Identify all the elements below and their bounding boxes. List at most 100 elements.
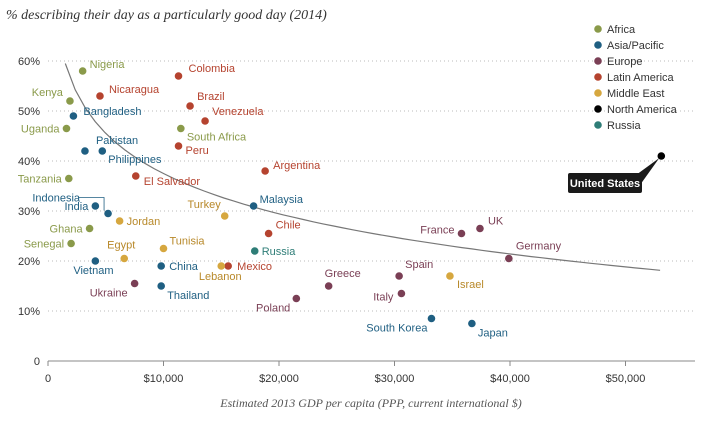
label-israel: Israel — [457, 279, 484, 291]
legend-marker-russia — [594, 121, 602, 129]
legend-marker-north-america — [594, 105, 602, 113]
point-kenya — [66, 97, 74, 105]
label-uganda: Uganda — [21, 124, 60, 136]
label-tanzania: Tanzania — [18, 174, 63, 186]
point-germany — [505, 254, 513, 263]
point-greece — [324, 282, 333, 290]
label-mexico: Mexico — [237, 261, 272, 273]
label-bangladesh: Bangladesh — [83, 106, 141, 118]
point-nicaragua — [96, 92, 104, 100]
point-uk — [476, 224, 484, 233]
label-philippines: Philippines — [108, 154, 162, 166]
x-tick-label: 0 — [45, 373, 51, 385]
label-argentina: Argentina — [273, 160, 321, 172]
legend-item-latin-america: Latin America — [607, 72, 675, 84]
point-philippines — [98, 147, 107, 155]
x-tick-label: $50,000 — [606, 373, 646, 385]
point-russia — [250, 247, 259, 255]
y-tick-label: 60% — [18, 56, 40, 68]
point-argentina — [261, 167, 269, 175]
leader-line — [78, 197, 105, 211]
point-colombia — [174, 72, 183, 80]
label-italy: Italy — [373, 292, 394, 304]
legend-marker-asia-pacific — [594, 41, 602, 49]
label-el-salvador: El Salvador — [144, 176, 201, 188]
label-indonesia: Indonesia — [32, 193, 81, 205]
y-tick-label: 50% — [18, 106, 40, 118]
label-vietnam: Vietnam — [73, 265, 113, 277]
label-peru: Peru — [186, 145, 209, 157]
data-points — [62, 67, 666, 328]
y-tick-label: 10% — [18, 306, 40, 318]
trend-line — [64, 63, 661, 271]
x-tick-label: $30,000 — [375, 373, 415, 385]
legend: Africa Asia/Pacific Europe Latin America Mid… — [594, 24, 678, 132]
point-japan — [468, 319, 476, 328]
legend-marker-europe — [594, 57, 602, 65]
point-senegal — [67, 239, 75, 248]
point-indonesia — [104, 209, 112, 218]
label-south-africa: South Africa — [187, 132, 247, 144]
point-nigeria — [78, 67, 87, 75]
point-uganda — [62, 124, 71, 133]
point-mexico — [224, 262, 232, 270]
label-turkey: Turkey — [187, 199, 221, 211]
point-peru — [174, 142, 183, 150]
legend-marker-latin-america — [594, 73, 602, 81]
point-italy — [397, 289, 406, 298]
point-chile — [264, 229, 273, 238]
label-germany: Germany — [516, 241, 562, 253]
label-chile: Chile — [276, 220, 301, 232]
label-spain: Spain — [405, 259, 433, 271]
legend-item-north-america: North America — [607, 104, 678, 116]
label-lebanon: Lebanon — [199, 271, 242, 283]
label-china: China — [169, 261, 199, 273]
y-tick-label: 40% — [18, 156, 40, 168]
x-tick-label: $40,000 — [490, 373, 530, 385]
callout-box — [568, 173, 642, 193]
point-united-states — [657, 152, 666, 160]
label-jordan: Jordan — [127, 216, 161, 228]
label-greece: Greece — [325, 268, 361, 280]
x-tick-label: $20,000 — [259, 373, 299, 385]
label-kenya: Kenya — [32, 87, 64, 99]
point-malaysia — [249, 202, 258, 210]
y-tick-label: 20% — [18, 256, 40, 268]
point-tunisia — [159, 244, 168, 253]
label-japan: Japan — [478, 328, 508, 340]
point-israel — [446, 272, 454, 280]
label-france: France — [420, 225, 454, 237]
point-ghana — [85, 224, 94, 233]
legend-item-russia: Russia — [607, 120, 642, 132]
label-nicaragua: Nicaragua — [109, 84, 160, 96]
legend-item-africa: Africa — [607, 24, 636, 36]
point-thailand — [157, 282, 165, 290]
label-malaysia: Malaysia — [260, 194, 304, 206]
legend-marker-africa — [594, 25, 602, 33]
point-vietnam — [91, 257, 100, 265]
label-south-korea: South Korea — [366, 323, 428, 335]
label-thailand: Thailand — [167, 290, 209, 302]
label-brazil: Brazil — [197, 91, 225, 103]
point-jordan — [115, 217, 124, 225]
point-brazil — [186, 102, 194, 110]
point-china — [157, 262, 165, 270]
point-pakistan — [81, 147, 89, 155]
point-venezuela — [201, 117, 209, 125]
label-united-states: United States — [570, 178, 640, 190]
legend-marker-middle-east — [594, 89, 602, 97]
label-egypt: Egypt — [107, 240, 135, 252]
point-bangladesh — [69, 112, 78, 120]
point-south-africa — [177, 124, 185, 133]
legend-item-middle-east: Middle East — [607, 88, 664, 100]
label-india: India — [64, 201, 89, 213]
label-nigeria: Nigeria — [90, 59, 126, 71]
label-russia: Russia — [262, 246, 297, 258]
point-france — [457, 229, 466, 238]
point-lebanon — [217, 262, 226, 270]
label-tunisia: Tunisia — [170, 236, 206, 248]
x-axis-label: Estimated 2013 GDP per capita (PPP, curr… — [219, 396, 521, 410]
label-colombia: Colombia — [189, 63, 236, 75]
point-poland — [292, 294, 301, 303]
